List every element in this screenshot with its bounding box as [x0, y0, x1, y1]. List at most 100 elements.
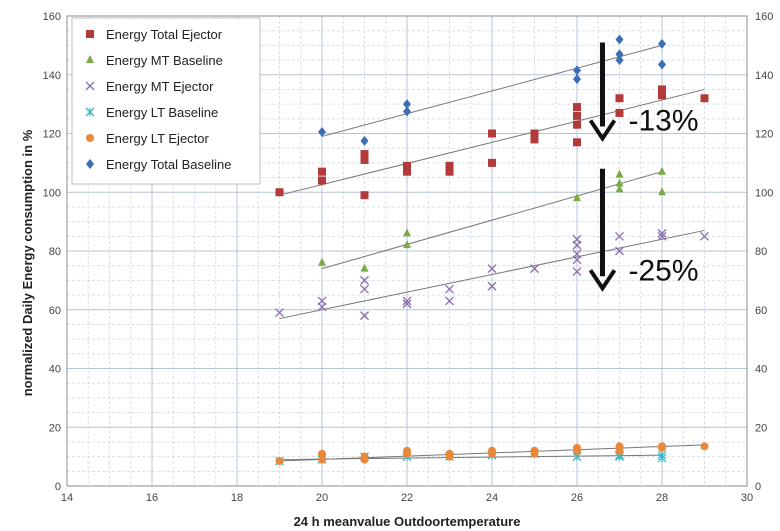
series-points [275, 442, 709, 466]
marker-x [487, 281, 497, 291]
legend-item: Energy LT Baseline [85, 105, 218, 120]
marker-triangle [318, 257, 326, 266]
marker-triangle [615, 169, 624, 178]
marker-diamond [615, 34, 624, 45]
x-tick-label: 18 [231, 492, 243, 504]
legend-label: Energy Total Ejector [106, 27, 223, 42]
marker-x [615, 246, 624, 256]
marker-square [658, 91, 666, 100]
marker-triangle [403, 228, 411, 237]
marker-square [530, 129, 539, 138]
marker-diamond [86, 159, 94, 169]
series-points [275, 85, 709, 200]
series-points [318, 34, 666, 146]
marker-triangle [403, 240, 411, 249]
marker-circle [658, 443, 666, 452]
x-tick-label: 20 [316, 492, 328, 504]
marker-circle [86, 134, 94, 142]
marker-square [445, 167, 454, 176]
y-tick-label: 140 [43, 70, 61, 82]
marker-circle [403, 449, 411, 458]
y-tick-label: 100 [43, 187, 61, 199]
trendlines [279, 44, 705, 462]
x-tick-label: 22 [401, 492, 413, 504]
marker-square [658, 85, 666, 94]
y-tick-label-right: 80 [755, 246, 767, 258]
y-tick-label: 120 [43, 129, 61, 141]
marker-x [402, 296, 412, 306]
marker-triangle [658, 166, 666, 175]
marker-circle [573, 446, 581, 455]
marker-x [615, 231, 624, 241]
marker-triangle [615, 184, 624, 193]
y-tick-label-right: 120 [755, 129, 773, 141]
marker-square [360, 155, 369, 164]
marker-circle [700, 442, 709, 451]
legend-item: Energy LT Ejector [86, 131, 210, 146]
marker-square [488, 129, 496, 138]
legend-item: Energy Total Baseline [86, 157, 232, 172]
y-tick-label-right: 20 [755, 422, 767, 434]
y-axis-label: normalized Daily Energy consumption in % [20, 129, 35, 396]
arrow-head [588, 269, 617, 292]
marker-x [572, 255, 582, 265]
marker-x [530, 264, 539, 274]
y-tick-label: 160 [43, 11, 61, 23]
marker-square [573, 120, 581, 129]
marker-circle [318, 455, 326, 464]
plot-frame [66, 15, 748, 487]
marker-asterisk [85, 107, 95, 117]
y-tick-label-right: 160 [755, 11, 773, 23]
marker-x [572, 240, 582, 250]
y-tick-label: 0 [55, 481, 61, 493]
marker-x [445, 296, 454, 306]
x-tick-label: 24 [486, 492, 498, 504]
marker-diamond [360, 135, 369, 146]
marker-square [530, 135, 539, 144]
legend-item: Energy Total Ejector [86, 27, 223, 42]
annotation: -13% [588, 42, 699, 143]
marker-diamond [573, 65, 581, 76]
annotation-label: -13% [629, 104, 699, 137]
arrow-head [588, 119, 617, 143]
marker-square [318, 176, 326, 185]
marker-square [573, 111, 581, 120]
x-axis-label: 24 h meanvalue Outdoortemperature [294, 514, 521, 529]
marker-triangle [658, 187, 666, 196]
marker-diamond [615, 49, 624, 60]
marker-x [360, 284, 369, 294]
marker-diamond [573, 74, 581, 85]
marker-x [402, 299, 412, 309]
marker-square [573, 138, 581, 147]
marker-x [317, 302, 327, 312]
marker-square [445, 161, 454, 170]
x-tick-label: 14 [61, 492, 73, 504]
trendline [321, 171, 663, 270]
legend-label: Energy LT Baseline [106, 105, 218, 120]
marker-diamond [615, 55, 624, 66]
marker-asterisk [657, 453, 667, 463]
marker-triangle [573, 193, 581, 202]
series-points [275, 228, 709, 321]
marker-circle [615, 446, 624, 455]
y-tick-label-right: 100 [755, 187, 773, 199]
marker-square [403, 161, 411, 170]
legend-label: Energy LT Ejector [106, 131, 210, 146]
annotation-label: -25% [629, 254, 699, 287]
marker-x [657, 228, 667, 238]
marker-diamond [318, 127, 326, 138]
marker-square [403, 167, 411, 176]
marker-square [615, 108, 624, 117]
marker-x [360, 275, 369, 285]
marker-circle [360, 455, 369, 464]
y-tick-label-right: 60 [755, 305, 767, 317]
x-tick-labels: 14 16 18 20 22 24 26 28 30 [61, 492, 753, 504]
marker-diamond [658, 59, 666, 70]
legend-label: Energy MT Baseline [106, 53, 223, 68]
legend: Energy Total Ejector Energy MT Baseline En… [71, 17, 261, 185]
data-points [275, 34, 709, 466]
marker-square [360, 150, 369, 159]
marker-diamond [403, 99, 411, 110]
trendline [321, 44, 663, 137]
